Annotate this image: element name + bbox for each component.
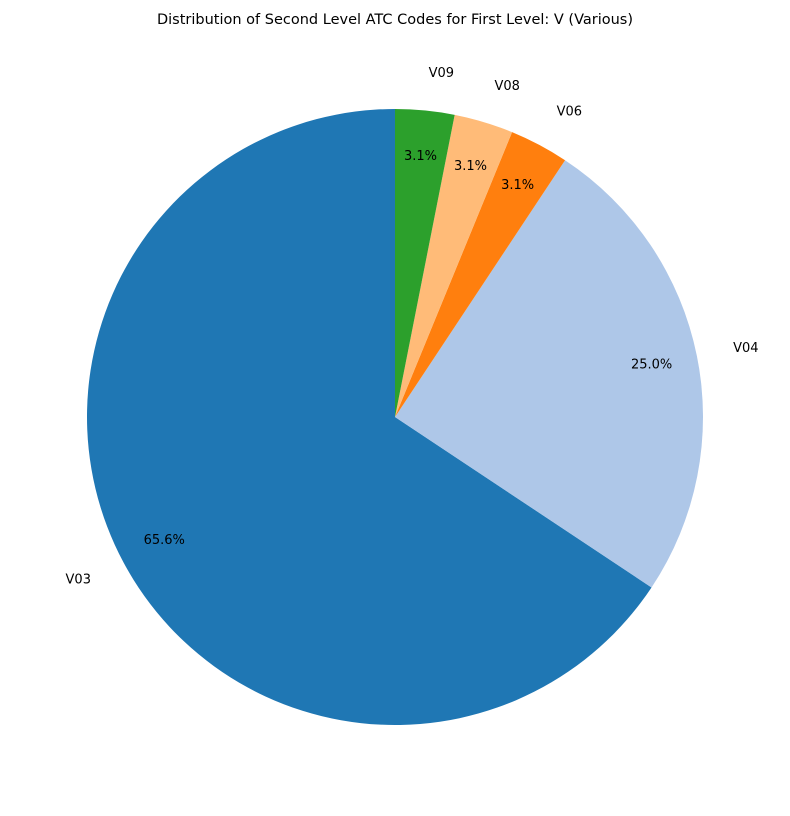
slice-pct-label-v04: 25.0% [631, 358, 672, 373]
pie-labels: V03 65.6% V04 25.0% V06 3.1% V08 3.1% V09 3.1% [66, 66, 759, 587]
chart-title: Distribution of Second Level ATC Codes f… [157, 12, 633, 28]
slice-pct-label-v09: 3.1% [404, 149, 437, 164]
slice-pct-label-v08: 3.1% [454, 159, 487, 174]
pie-slice-v03 [87, 109, 652, 725]
slice-pct-label-v06: 3.1% [501, 178, 534, 193]
pie-slices [87, 109, 703, 725]
pie-slice-v09 [395, 109, 455, 417]
slice-label-v09: V09 [429, 66, 454, 81]
slice-label-v04: V04 [733, 341, 758, 356]
pie-slice-v08 [395, 114, 513, 417]
pie-slice-v06 [395, 132, 566, 417]
pie-slice-v04 [395, 160, 703, 588]
slice-label-v06: V06 [557, 105, 582, 120]
slice-label-v08: V08 [494, 79, 519, 94]
slice-label-v03: V03 [66, 573, 91, 588]
slice-pct-label-v03: 65.6% [144, 533, 185, 548]
